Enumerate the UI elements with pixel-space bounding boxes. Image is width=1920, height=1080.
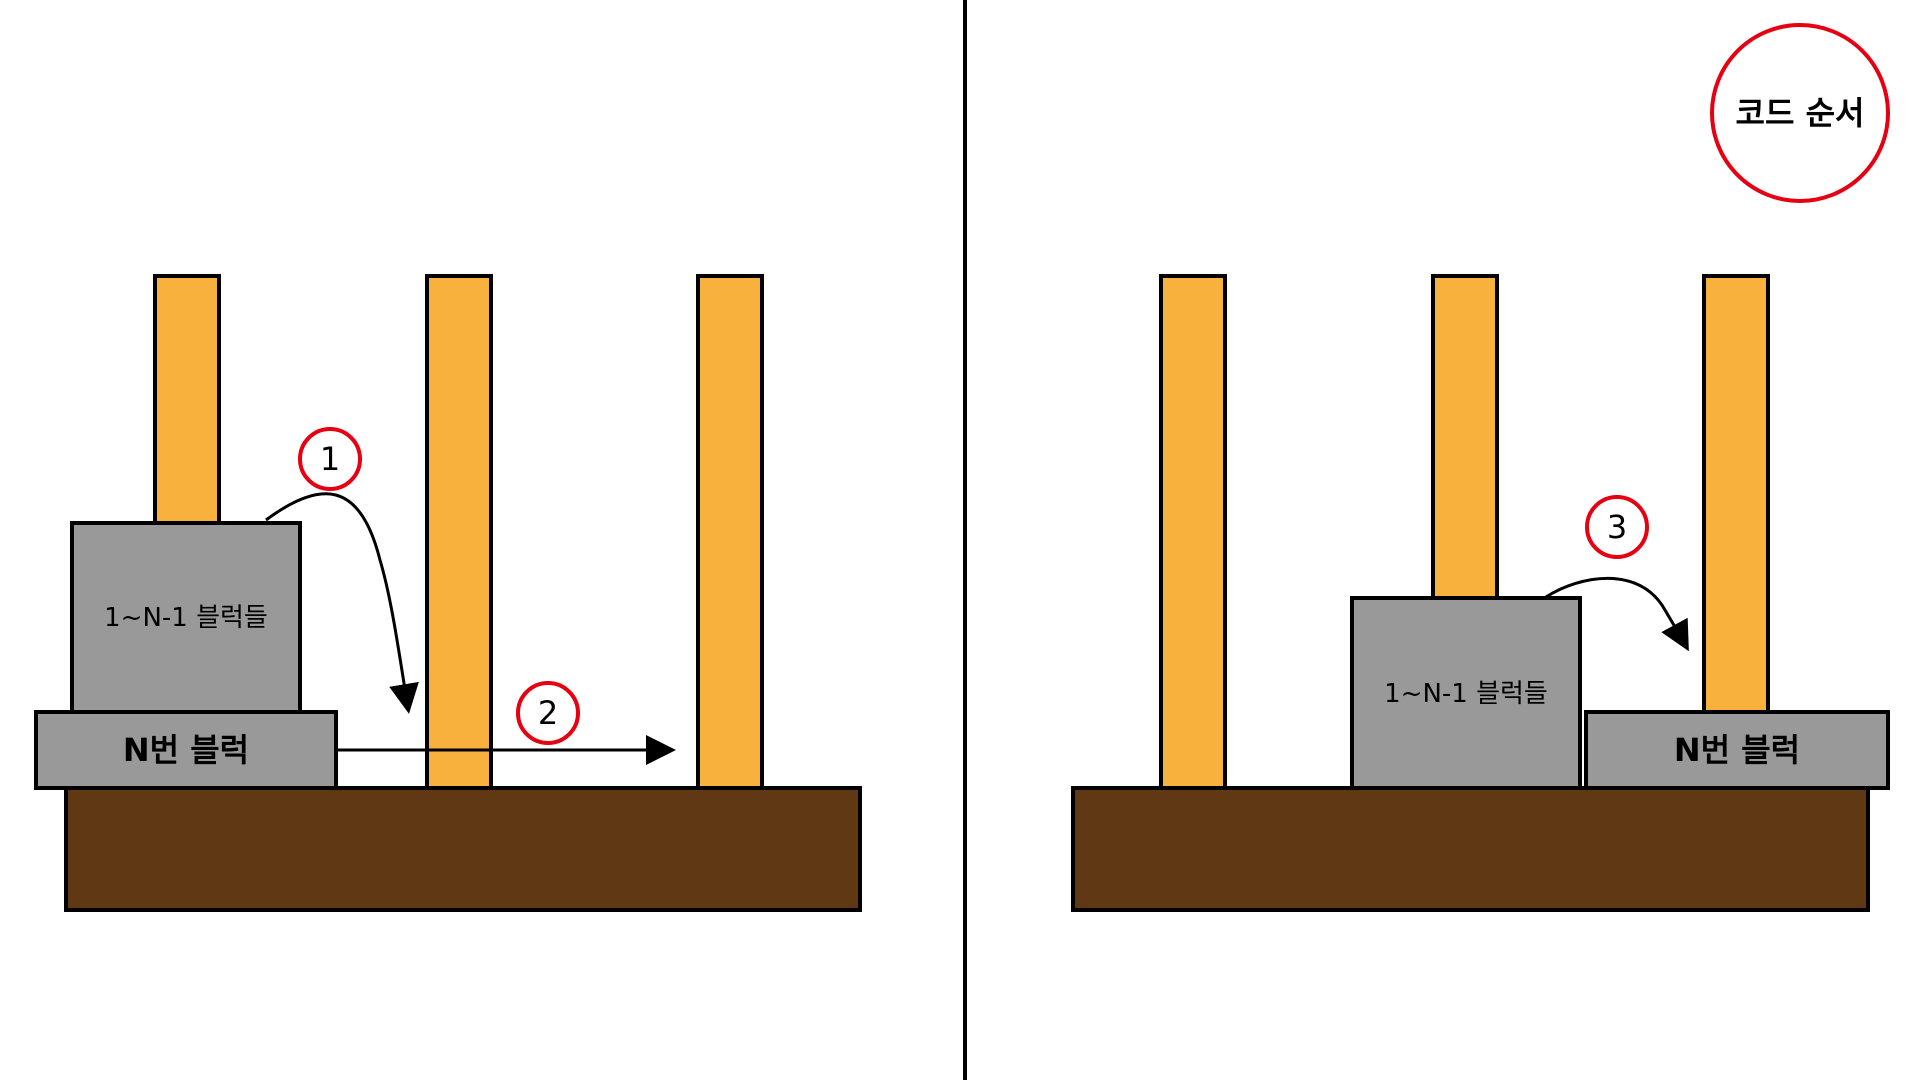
right-peg-2: [1431, 274, 1499, 600]
right-base: [1071, 786, 1870, 912]
right-peg-3: [1702, 274, 1770, 715]
right-panel: 1~N-1 블럭들 N번 블럭 3: [1071, 274, 1890, 912]
step-3-arrow: [1545, 576, 1689, 652]
code-order-circle: [1710, 23, 1890, 203]
right-big-block-label: N번 블럭: [1674, 731, 1800, 769]
step-2-number: 2: [538, 694, 558, 732]
right-small-stack: [1350, 596, 1582, 790]
step-1-number: 1: [320, 440, 340, 478]
left-small-stack: [70, 521, 302, 714]
step-1-arrow: [265, 492, 419, 714]
left-small-stack-label: 1~N-1 블럭들: [104, 603, 268, 633]
step-1-circle: [298, 427, 362, 491]
code-order-label: 코드 순서: [1736, 94, 1865, 132]
left-big-block-label: N번 블럭: [123, 731, 249, 769]
right-peg-1: [1159, 274, 1227, 790]
left-panel: N번 블럭 1~N-1 블럭들 1 2: [34, 274, 862, 912]
step-3-circle: [1585, 495, 1649, 559]
right-big-block: [1584, 710, 1890, 790]
left-peg-2: [425, 274, 493, 790]
left-big-block: [34, 710, 338, 790]
step-2-circle: [516, 681, 580, 745]
right-small-stack-label: 1~N-1 블럭들: [1384, 679, 1548, 709]
step-3-number: 3: [1607, 508, 1627, 546]
left-peg-3: [696, 274, 764, 790]
left-base: [64, 786, 862, 912]
